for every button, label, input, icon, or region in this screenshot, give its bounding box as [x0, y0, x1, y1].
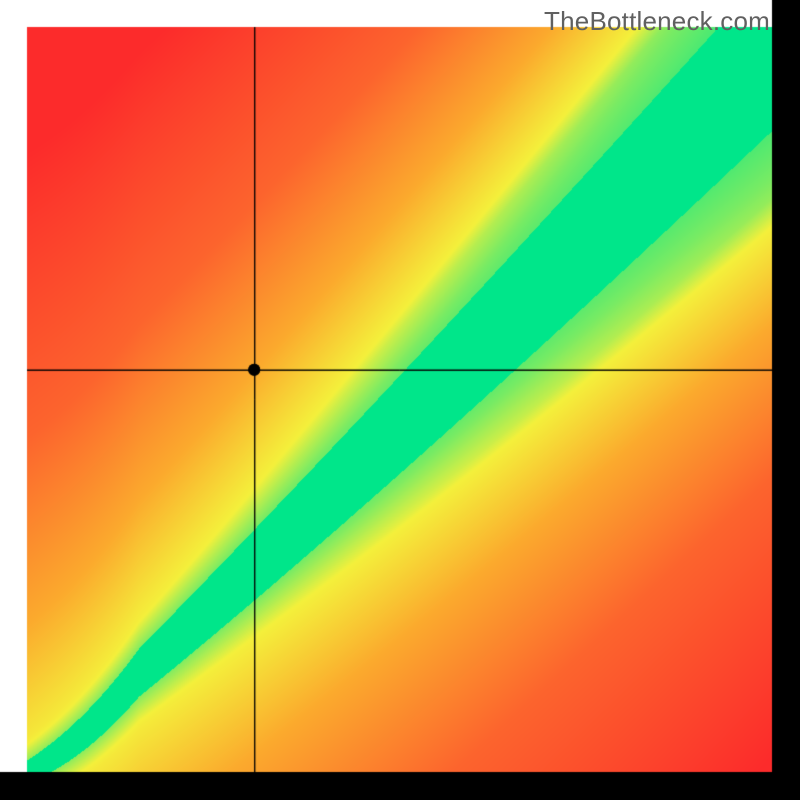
- heatmap-canvas: [0, 0, 800, 800]
- chart-container: TheBottleneck.com: [0, 0, 800, 800]
- watermark-text: TheBottleneck.com: [544, 6, 770, 37]
